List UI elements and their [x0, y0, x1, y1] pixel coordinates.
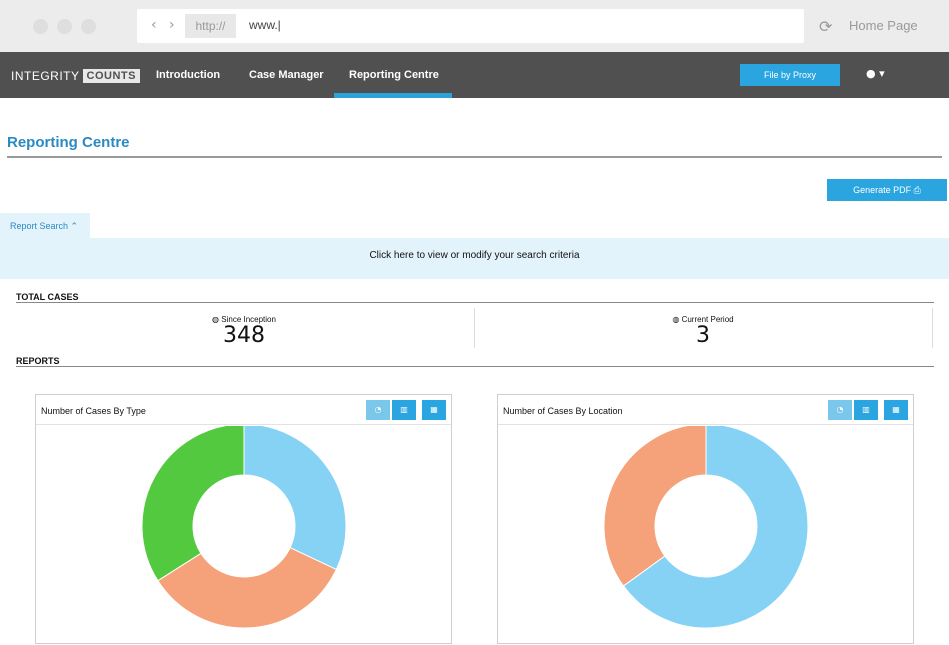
pie-icon[interactable]: ◔: [828, 400, 852, 420]
nav-case-manager[interactable]: Case Manager: [249, 69, 324, 81]
donut-chart-cases-by-location: [603, 426, 809, 629]
reports-rule: [16, 366, 934, 367]
donut-slice-0[interactable]: [243, 426, 347, 571]
user-menu-icon[interactable]: ● ▾: [866, 67, 885, 80]
title-divider: [7, 156, 942, 158]
chart-view-toggle: ◔ ▥ ▦: [366, 400, 446, 420]
chart-view-toggle: ◔ ▥ ▦: [828, 400, 908, 420]
window-close-dot[interactable]: [33, 19, 48, 34]
report-card-cases-by-location: Number of Cases By Location ◔ ▥ ▦: [497, 394, 914, 644]
reload-icon[interactable]: ⟳: [819, 17, 833, 36]
page-title: Reporting Centre: [7, 134, 130, 151]
file-by-proxy-button[interactable]: File by Proxy: [740, 64, 840, 86]
total-cases-heading: TOTAL CASES: [16, 292, 79, 302]
address-bar[interactable]: ‹ › http:// www.|: [137, 9, 804, 43]
donut-slice-0[interactable]: [622, 426, 809, 629]
app-navbar: INTEGRITY COUNTS Introduction Case Manag…: [0, 52, 949, 98]
logo-text-integrity: INTEGRITY: [11, 68, 80, 83]
table-icon[interactable]: ▦: [422, 400, 446, 420]
card-header: Number of Cases By Type ◔ ▥ ▦: [36, 395, 451, 425]
window-maximize-dot[interactable]: [81, 19, 96, 34]
report-search-tab[interactable]: Report Search ⌃: [0, 213, 90, 239]
since-inception-label: ◍ Since Inception: [212, 315, 276, 324]
window-minimize-dot[interactable]: [57, 19, 72, 34]
donut-slice-1[interactable]: [603, 426, 707, 587]
current-period-value: 3: [696, 323, 710, 348]
nav-active-indicator: [334, 93, 452, 98]
pie-icon[interactable]: ◔: [366, 400, 390, 420]
nav-introduction[interactable]: Introduction: [156, 69, 221, 81]
home-page-link[interactable]: Home Page: [849, 18, 918, 33]
logo[interactable]: INTEGRITY COUNTS: [11, 68, 140, 83]
current-period-label: ◍ Current Period: [672, 315, 734, 324]
url-text[interactable]: www.|: [249, 18, 281, 32]
report-card-cases-by-type: Number of Cases By Type ◔ ▥ ▦: [35, 394, 452, 644]
total-cases-rule: [16, 302, 934, 303]
table-icon[interactable]: ▦: [884, 400, 908, 420]
stat-divider: [474, 308, 475, 348]
card-title: Number of Cases By Location: [503, 406, 623, 416]
donut-slice-1[interactable]: [157, 547, 337, 629]
browser-toolbar: ‹ › http:// www.| ⟳ Home Page: [0, 0, 949, 52]
card-title: Number of Cases By Type: [41, 406, 146, 416]
search-criteria-panel[interactable]: Click here to view or modify your search…: [0, 238, 949, 279]
search-criteria-prompt[interactable]: Click here to view or modify your search…: [369, 250, 580, 261]
bar-chart-icon[interactable]: ▥: [854, 400, 878, 420]
donut-slice-2[interactable]: [141, 426, 245, 582]
logo-text-counts: COUNTS: [82, 68, 140, 83]
reports-heading: REPORTS: [16, 356, 60, 366]
donut-chart-cases-by-type: [141, 426, 347, 629]
back-forward-icon[interactable]: ‹ ›: [151, 17, 179, 33]
since-inception-value: 348: [223, 323, 265, 348]
bar-chart-icon[interactable]: ▥: [392, 400, 416, 420]
nav-reporting-centre[interactable]: Reporting Centre: [349, 69, 439, 81]
url-protocol: http://: [185, 14, 236, 38]
stat-divider-right: [932, 308, 933, 348]
generate-pdf-button[interactable]: Generate PDF ⎙: [827, 179, 947, 201]
card-header: Number of Cases By Location ◔ ▥ ▦: [498, 395, 913, 425]
